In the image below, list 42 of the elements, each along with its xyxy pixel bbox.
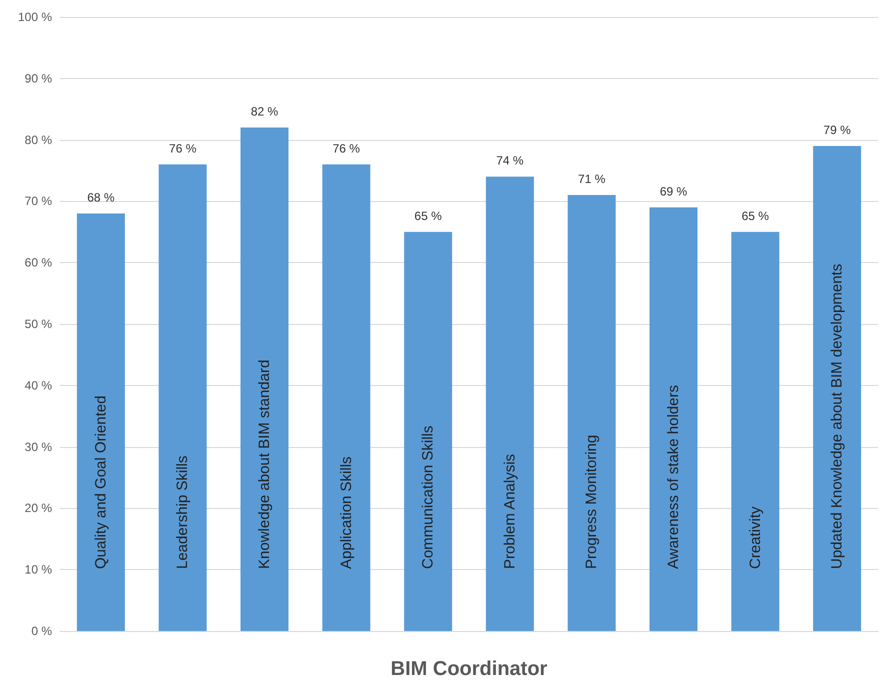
y-tick-label: 90 % <box>24 71 52 86</box>
bar <box>650 207 698 631</box>
data-label: 68 % <box>87 190 115 204</box>
data-label: 82 % <box>250 104 278 119</box>
bar <box>158 164 207 631</box>
data-label: 65 % <box>742 208 770 223</box>
x-tick-label: Problem Analysis <box>501 454 518 569</box>
bar <box>486 176 534 631</box>
x-tick-label: Updated Knowledge about BIM developments <box>828 264 846 569</box>
y-tick-label: 40 % <box>24 378 52 392</box>
x-tick-label: Communication Skills <box>420 426 437 569</box>
bar <box>322 164 370 631</box>
data-label: 74 % <box>496 154 524 168</box>
data-label: 76 % <box>332 141 360 156</box>
data-label: 76 % <box>169 141 197 156</box>
bar <box>813 146 862 631</box>
bar <box>76 213 125 631</box>
x-tick-label: Knowledge about BIM standard <box>256 360 273 569</box>
y-tick-label: 20 % <box>24 501 52 516</box>
bar <box>240 128 288 631</box>
x-axis-title: BIM Coordinator <box>390 658 548 680</box>
y-tick-label: 50 % <box>24 317 52 331</box>
bar <box>404 232 452 631</box>
x-tick-label: Progress Monitoring <box>583 434 600 569</box>
bar <box>731 232 780 631</box>
y-tick-label: 30 % <box>24 440 52 454</box>
y-tick-label: 80 % <box>24 132 52 147</box>
x-tick-label: Creativity <box>746 506 764 569</box>
data-label: 69 % <box>660 184 688 198</box>
data-label: 71 % <box>578 172 606 186</box>
x-tick-label: Awareness of stake holders <box>665 385 682 569</box>
x-tick-label: Leadership Skills <box>174 456 192 569</box>
y-tick-label: 70 % <box>24 194 52 208</box>
y-tick-label: 10 % <box>24 562 52 577</box>
x-tick-label: Application Skills <box>338 456 355 569</box>
data-label: 65 % <box>414 208 442 223</box>
y-tick-label: 0 % <box>31 624 52 638</box>
data-label: 79 % <box>823 122 852 137</box>
x-tick-label: Quality and Goal Oriented <box>92 396 110 569</box>
bar <box>568 195 616 631</box>
y-tick-label: 100 % <box>18 10 52 24</box>
y-tick-label: 60 % <box>24 256 52 270</box>
